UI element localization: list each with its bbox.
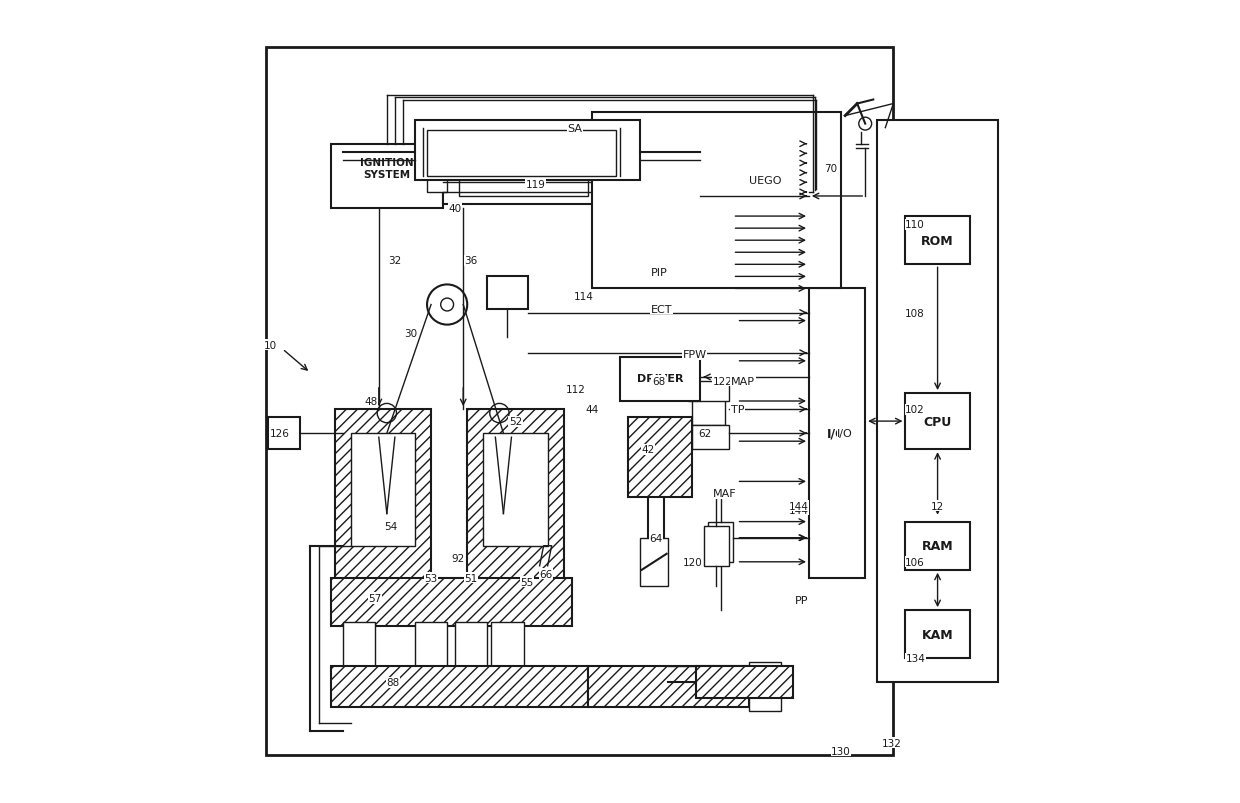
Bar xyxy=(708,522,733,562)
Bar xyxy=(267,48,893,755)
Text: FPW: FPW xyxy=(683,350,707,360)
Bar xyxy=(427,131,616,177)
Text: 53: 53 xyxy=(424,573,438,583)
Text: UEGO: UEGO xyxy=(749,176,781,185)
Text: 36: 36 xyxy=(465,256,477,266)
Bar xyxy=(640,538,668,586)
Text: 132: 132 xyxy=(882,738,901,748)
Bar xyxy=(467,410,564,586)
Text: 57: 57 xyxy=(368,593,382,603)
Text: 106: 106 xyxy=(905,557,925,567)
Text: 112: 112 xyxy=(565,385,585,394)
Bar xyxy=(692,426,729,450)
Text: I/O: I/O xyxy=(827,427,847,440)
Text: 64: 64 xyxy=(650,533,663,543)
Bar xyxy=(688,381,729,402)
Text: PP: PP xyxy=(795,596,808,605)
Text: ROM: ROM xyxy=(921,234,954,247)
Bar xyxy=(331,145,443,209)
Text: MAP: MAP xyxy=(730,377,755,386)
Text: ECT: ECT xyxy=(651,304,672,314)
Text: 122: 122 xyxy=(713,377,733,386)
Text: 48: 48 xyxy=(365,397,377,406)
Bar xyxy=(600,177,620,193)
Text: TP: TP xyxy=(730,405,744,414)
Text: 119: 119 xyxy=(526,180,546,190)
Bar xyxy=(351,434,415,546)
Text: CPU: CPU xyxy=(924,415,952,428)
Text: 88: 88 xyxy=(387,678,399,687)
Text: 120: 120 xyxy=(682,557,702,567)
Bar xyxy=(331,578,572,626)
Bar xyxy=(905,522,970,570)
Bar xyxy=(342,622,374,671)
Bar xyxy=(331,666,588,707)
Bar xyxy=(415,120,640,181)
Text: 144: 144 xyxy=(789,505,808,515)
Bar xyxy=(697,666,792,699)
Text: 62: 62 xyxy=(698,429,711,438)
Text: 55: 55 xyxy=(520,577,533,587)
Bar xyxy=(749,662,781,711)
Text: 114: 114 xyxy=(574,292,594,302)
Bar xyxy=(692,393,724,426)
Text: 44: 44 xyxy=(585,405,599,414)
Text: 42: 42 xyxy=(641,445,655,454)
Text: SA: SA xyxy=(568,124,583,133)
Text: 32: 32 xyxy=(388,256,402,266)
Text: 68: 68 xyxy=(652,377,665,386)
Bar xyxy=(459,161,588,197)
Text: 54: 54 xyxy=(384,521,398,531)
Text: 10: 10 xyxy=(264,340,277,350)
Text: SA: SA xyxy=(568,124,583,133)
Text: PIP: PIP xyxy=(651,268,667,278)
Text: 144: 144 xyxy=(789,501,808,511)
Text: 102: 102 xyxy=(905,405,925,414)
Bar xyxy=(877,120,998,683)
Text: 30: 30 xyxy=(404,328,418,338)
Bar xyxy=(905,217,970,265)
Text: 110: 110 xyxy=(905,220,925,230)
Text: 126: 126 xyxy=(270,429,290,438)
Bar xyxy=(620,357,701,402)
Text: 66: 66 xyxy=(539,569,553,579)
Text: MAF: MAF xyxy=(713,489,737,499)
Bar xyxy=(491,622,523,671)
Text: I/O: I/O xyxy=(837,429,853,438)
Text: 51: 51 xyxy=(465,573,477,583)
Bar xyxy=(591,112,841,289)
Text: 130: 130 xyxy=(831,746,851,756)
Text: KAM: KAM xyxy=(921,628,954,641)
Bar xyxy=(415,622,448,671)
Bar xyxy=(627,418,692,498)
Bar xyxy=(335,410,432,586)
Bar xyxy=(484,434,548,546)
Text: 108: 108 xyxy=(905,308,925,318)
Text: RAM: RAM xyxy=(921,540,954,552)
Bar xyxy=(905,610,970,658)
Text: 40: 40 xyxy=(449,204,461,214)
Bar xyxy=(427,177,448,193)
Text: 70: 70 xyxy=(825,164,837,173)
Bar xyxy=(443,153,604,205)
Text: 134: 134 xyxy=(906,654,926,663)
Text: 92: 92 xyxy=(451,553,464,563)
Bar xyxy=(455,622,487,671)
Bar xyxy=(588,666,749,707)
Text: IGNITION
SYSTEM: IGNITION SYSTEM xyxy=(360,158,414,179)
Bar xyxy=(808,289,866,578)
Bar xyxy=(487,277,527,309)
Text: DRIVER: DRIVER xyxy=(637,374,683,384)
Text: 12: 12 xyxy=(931,501,944,511)
Bar xyxy=(704,526,729,566)
Bar xyxy=(905,393,970,450)
Text: 52: 52 xyxy=(508,417,522,426)
Bar xyxy=(268,418,300,450)
